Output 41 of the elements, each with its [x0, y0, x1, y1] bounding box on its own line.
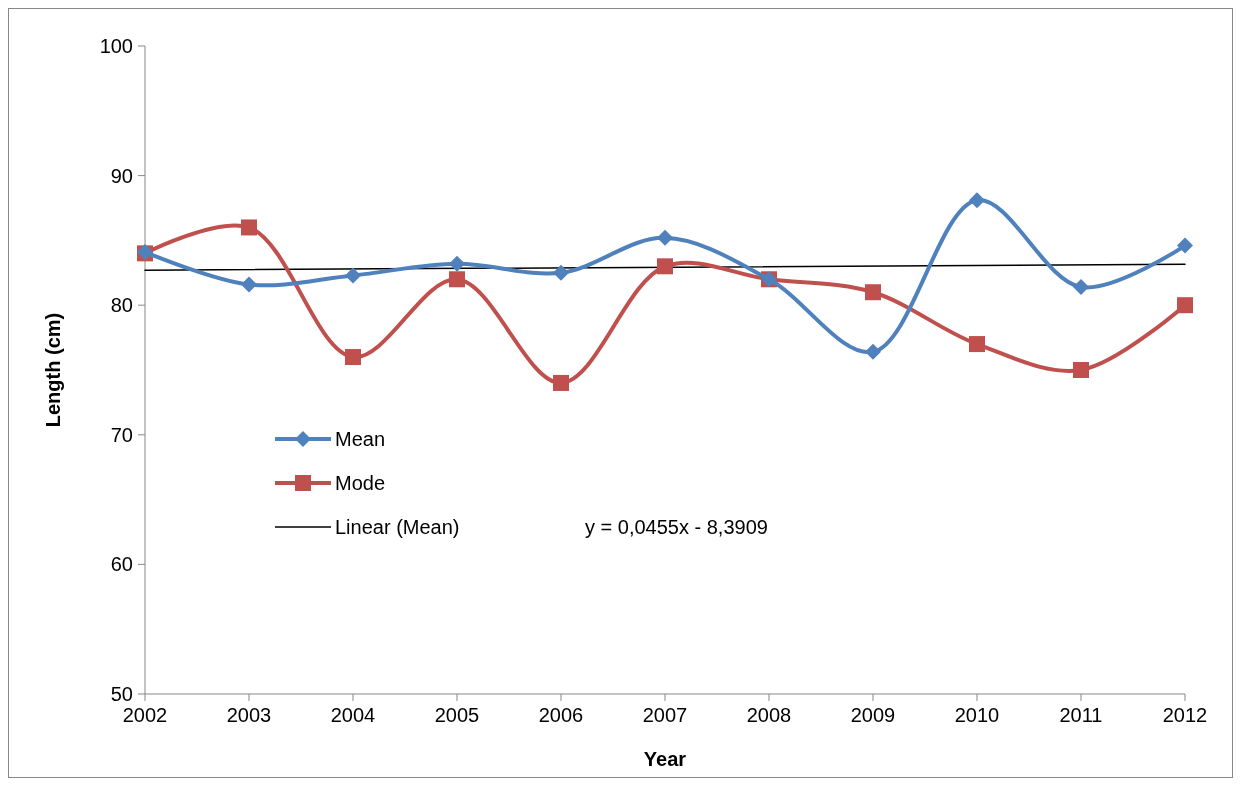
y-tick-label: 70 — [110, 423, 133, 446]
point — [865, 284, 881, 301]
x-tick-label: 2008 — [746, 704, 792, 726]
x-tick-label: 2003 — [226, 704, 272, 726]
legend-label: Mean — [335, 428, 386, 450]
x-tick-label: 2007 — [642, 704, 688, 726]
legend-label: Linear (Mean) — [335, 516, 460, 538]
point — [969, 192, 985, 209]
point — [553, 374, 569, 391]
x-tick-label: 2009 — [850, 704, 896, 726]
x-axis-title: Year — [643, 748, 687, 770]
point — [345, 349, 361, 366]
x-tick-label: 2002 — [122, 704, 168, 726]
point — [1073, 279, 1089, 296]
y-axis-title: Length (cm) — [42, 312, 64, 428]
x-tick-label: 2012 — [1162, 704, 1208, 726]
point — [969, 336, 985, 353]
point — [1177, 297, 1193, 314]
point — [1177, 237, 1193, 254]
point — [657, 229, 673, 246]
legend-label: Mode — [335, 472, 386, 494]
x-tick-label: 2004 — [330, 704, 376, 726]
point — [553, 264, 569, 281]
x-tick-label: 2005 — [434, 704, 480, 726]
y-tick-label: 50 — [110, 683, 133, 705]
y-tick-label: 60 — [110, 553, 133, 576]
point — [241, 276, 257, 293]
point — [1073, 362, 1089, 378]
point — [865, 343, 881, 360]
y-tick-label: 80 — [110, 294, 133, 317]
x-tick-label: 2006 — [538, 704, 584, 726]
point — [241, 219, 257, 236]
y-tick-label: 100 — [99, 35, 133, 57]
x-tick-label: 2010 — [954, 704, 1000, 726]
point — [449, 271, 465, 288]
y-tick-label: 90 — [110, 164, 133, 187]
point — [657, 258, 673, 275]
annotation: y = 0,0455x - 8,3909 — [585, 516, 768, 538]
point — [449, 255, 465, 272]
x-tick-label: 2011 — [1059, 704, 1103, 726]
point — [345, 267, 361, 284]
